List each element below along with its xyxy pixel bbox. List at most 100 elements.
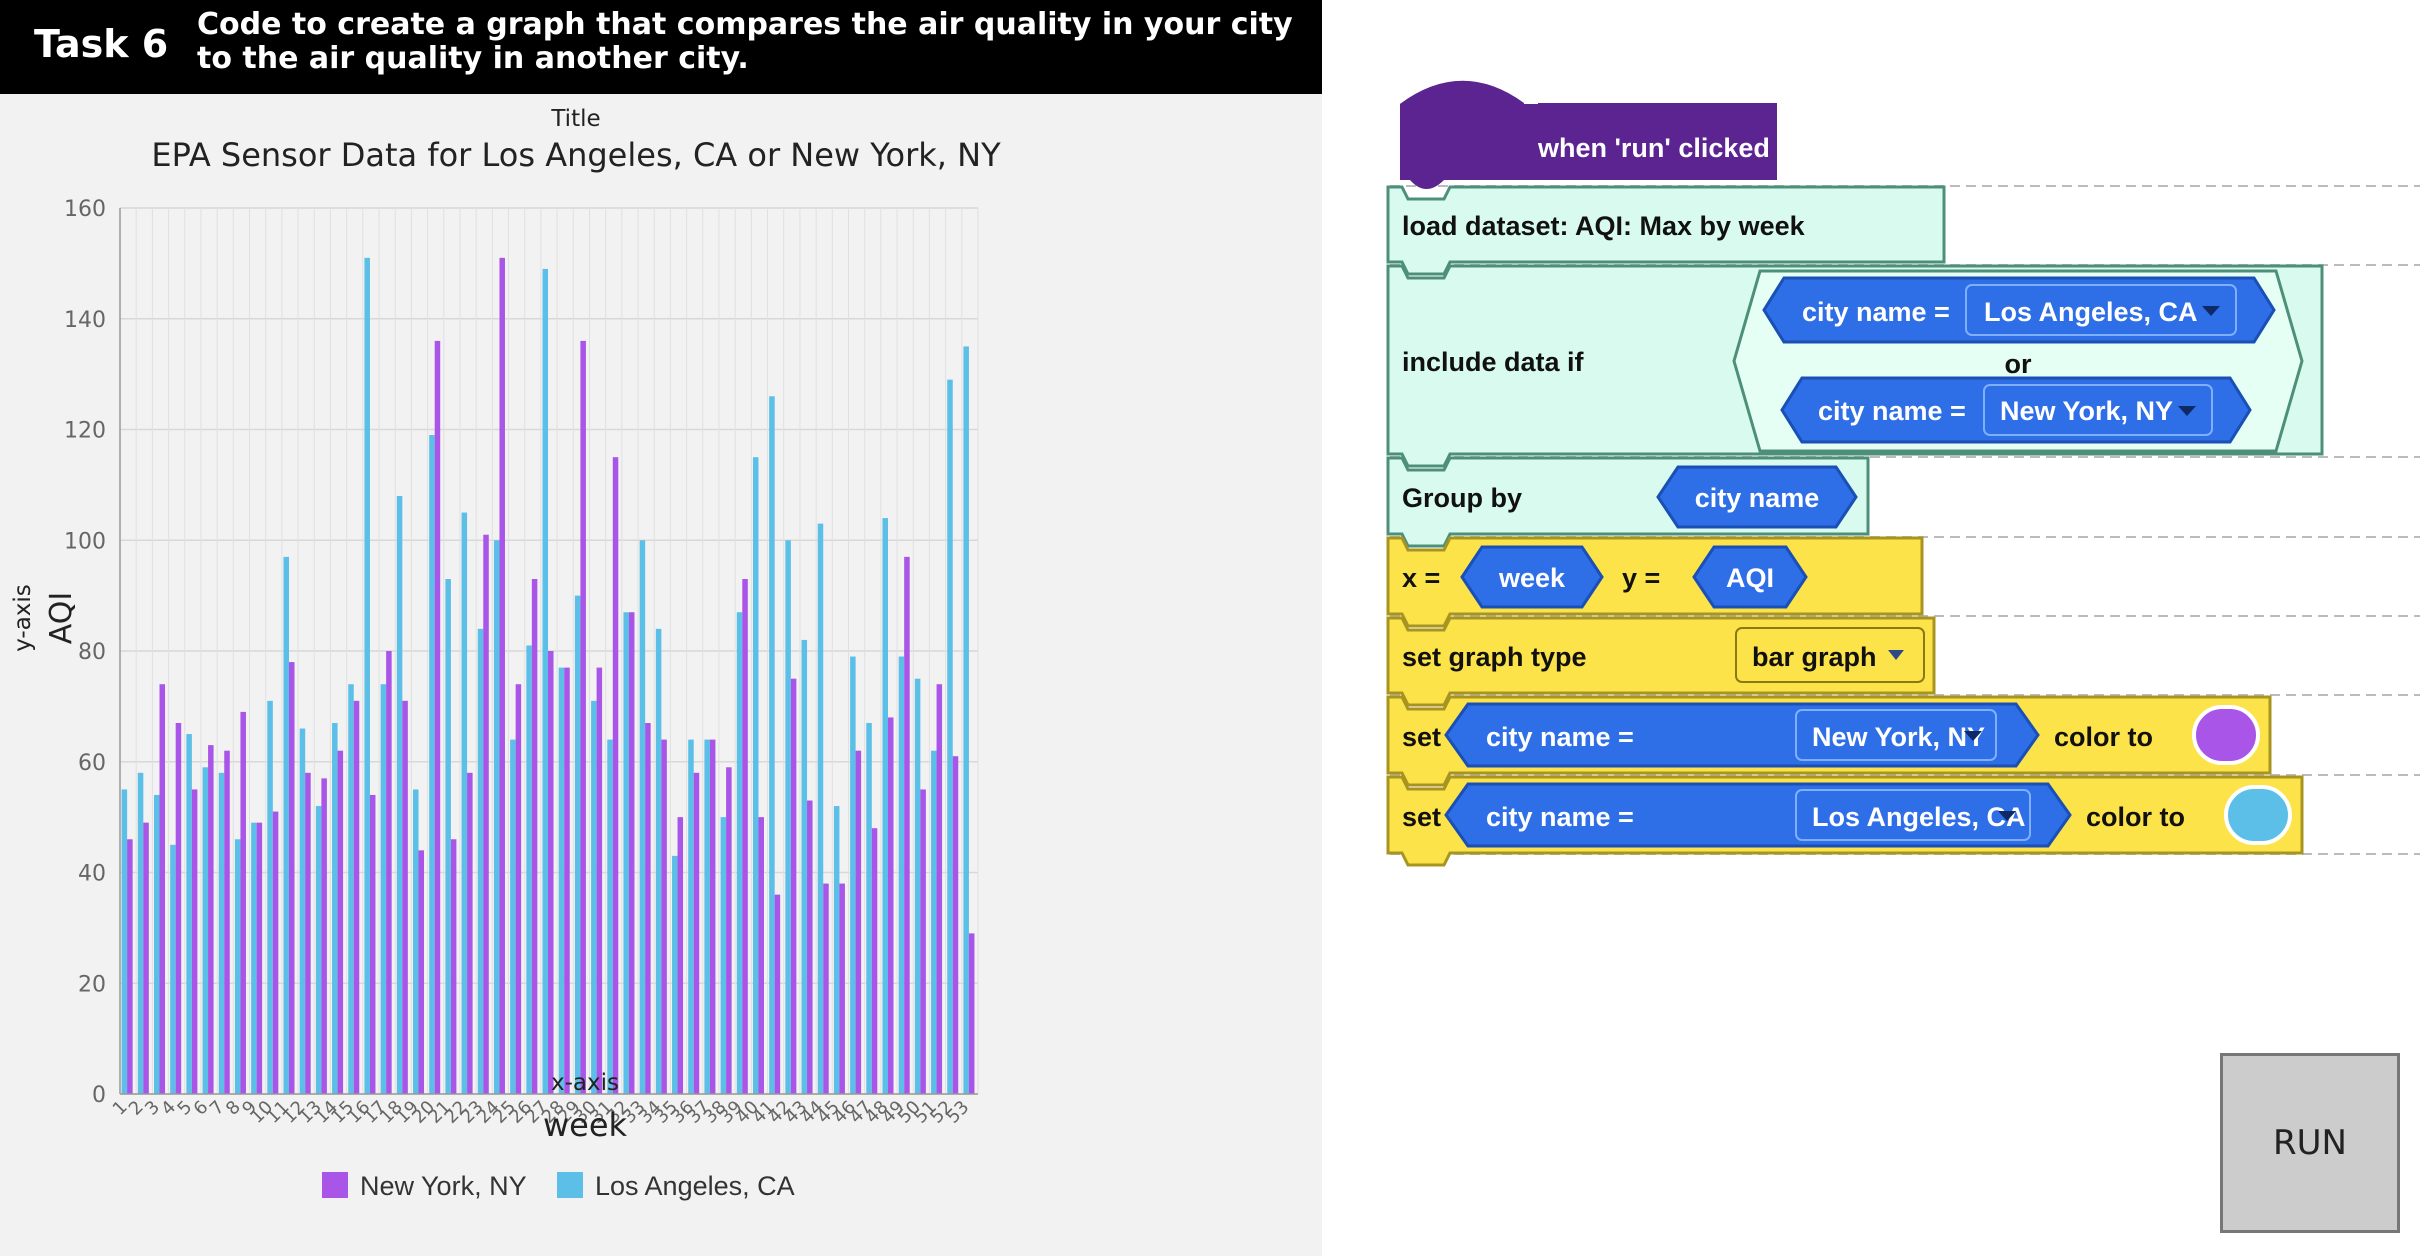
bar-new-york xyxy=(321,778,327,1094)
chart-legend: New York, NY Los Angeles, CA xyxy=(322,1171,795,1201)
bar-new-york xyxy=(499,257,505,1094)
bar-los-angeles xyxy=(801,639,808,1094)
y-tick-label: 160 xyxy=(64,197,106,222)
bar-los-angeles xyxy=(947,379,953,1095)
bar-los-angeles xyxy=(817,523,824,1094)
task-header: Task 6 Code to create a graph that compa… xyxy=(0,0,1322,94)
group-by-block[interactable]: Group by city name xyxy=(1386,456,1870,548)
bar-new-york xyxy=(337,750,344,1094)
bar-new-york xyxy=(628,612,635,1094)
la-color-swatch[interactable] xyxy=(2224,785,2292,845)
legend-label-la: Los Angeles, CA xyxy=(595,1171,795,1201)
y-tick-label: 40 xyxy=(78,862,106,887)
bar-los-angeles xyxy=(315,806,322,1094)
chart-bars xyxy=(121,257,975,1095)
run-button[interactable]: RUN xyxy=(2220,1053,2400,1233)
bar-new-york xyxy=(612,457,619,1094)
bar-new-york xyxy=(127,839,133,1094)
bar-los-angeles xyxy=(591,700,597,1094)
bar-new-york xyxy=(386,651,392,1094)
bar-new-york xyxy=(143,822,149,1094)
x-field-slot[interactable] xyxy=(1460,545,1604,609)
bar-new-york xyxy=(272,811,279,1094)
bar-new-york xyxy=(871,828,878,1094)
bar-los-angeles xyxy=(623,612,629,1094)
chevron-down-icon xyxy=(2202,306,2220,316)
set-ny-color-block[interactable]: set city name = New York, NY color to xyxy=(1386,695,2272,787)
chart-panel: Title EPA Sensor Data for Los Angeles, C… xyxy=(0,94,1322,1256)
chevron-down-icon xyxy=(2178,406,2196,416)
bar-los-angeles xyxy=(769,396,775,1094)
condition-la[interactable]: city name = Los Angeles, CA xyxy=(1762,276,2276,344)
bar-new-york xyxy=(450,839,457,1094)
legend-swatch-la xyxy=(557,1172,583,1198)
bar-los-angeles xyxy=(898,656,905,1094)
bar-new-york xyxy=(434,340,441,1094)
bar-los-angeles xyxy=(931,750,937,1094)
set-graph-type-block[interactable]: set graph type bar graph xyxy=(1386,616,1936,707)
bar-new-york xyxy=(952,756,959,1094)
bar-los-angeles xyxy=(882,518,888,1094)
bar-los-angeles xyxy=(785,540,791,1094)
city-dropdown-ny[interactable] xyxy=(1983,384,2213,436)
chevron-down-icon xyxy=(1888,650,1904,660)
graph-type-value: bar graph xyxy=(1752,642,1877,672)
y-field-slot[interactable] xyxy=(1692,545,1808,609)
la-city-dropdown-value: Los Angeles, CA xyxy=(1812,802,2026,832)
bar-los-angeles xyxy=(332,722,338,1094)
group-by-field-slot[interactable] xyxy=(1656,465,1858,529)
load-dataset-block[interactable]: load dataset: AQI: Max by week xyxy=(1386,185,1946,276)
bar-los-angeles xyxy=(688,739,694,1094)
condition-ny-field: city name = xyxy=(1818,396,1966,426)
y-tick-label: 60 xyxy=(78,751,106,776)
la-city-dropdown[interactable] xyxy=(1795,789,2031,841)
bar-los-angeles xyxy=(526,645,532,1094)
task-number: Task 6 xyxy=(34,22,169,66)
xy-block[interactable]: x = week y = AQI xyxy=(1386,536,1924,628)
bar-new-york xyxy=(774,894,781,1094)
set-graph-type-label: set graph type xyxy=(1402,642,1587,672)
bar-los-angeles xyxy=(672,855,678,1094)
y-field: AQI xyxy=(1726,563,1774,593)
x-axis-label: week xyxy=(543,1106,628,1144)
chart-grid xyxy=(119,207,979,1095)
city-dropdown-la[interactable] xyxy=(1965,284,2237,336)
bar-new-york xyxy=(369,794,376,1094)
legend-label-ny: New York, NY xyxy=(360,1171,527,1201)
bar-los-angeles xyxy=(850,656,856,1094)
bar-los-angeles xyxy=(267,700,273,1094)
bar-los-angeles xyxy=(251,822,257,1094)
ny-color-swatch[interactable] xyxy=(2192,705,2260,765)
condition-la-field: city name = xyxy=(1802,297,1950,327)
bar-new-york xyxy=(564,667,570,1094)
when-run-clicked-text: when 'run' clicked xyxy=(1537,133,1770,163)
bar-los-angeles xyxy=(655,628,662,1094)
bar-los-angeles xyxy=(380,684,387,1094)
chart-axes: 0204060801001201401601234567891011121314… xyxy=(64,197,978,1128)
bar-los-angeles xyxy=(299,728,306,1094)
bar-new-york xyxy=(224,750,230,1094)
bar-new-york xyxy=(256,822,263,1094)
chevron-down-icon xyxy=(1998,811,2016,821)
include-data-if-block[interactable]: include data if or city name = Los Angel… xyxy=(1386,264,2324,468)
y-tick-label: 20 xyxy=(78,972,106,997)
condition-ny[interactable]: city name = New York, NY xyxy=(1780,376,2252,444)
include-data-if-label: include data if xyxy=(1402,347,1585,377)
bar-los-angeles xyxy=(186,734,192,1094)
bar-new-york xyxy=(839,883,845,1094)
bar-new-york xyxy=(531,579,538,1094)
bar-new-york xyxy=(191,789,198,1094)
graph-type-dropdown[interactable] xyxy=(1735,627,1925,683)
bar-new-york xyxy=(289,662,295,1094)
bar-los-angeles xyxy=(558,667,565,1094)
bar-los-angeles xyxy=(170,844,176,1094)
bar-los-angeles xyxy=(607,739,613,1094)
bar-new-york xyxy=(515,684,522,1094)
ny-city-dropdown[interactable] xyxy=(1795,709,1997,761)
bar-new-york xyxy=(418,850,425,1094)
bar-new-york xyxy=(887,717,894,1094)
set-la-color-block[interactable]: set city name = Los Angeles, CA color to xyxy=(1386,775,2304,867)
city-dropdown-la-value: Los Angeles, CA xyxy=(1984,297,2198,327)
y-tick-label: 80 xyxy=(78,640,106,665)
bar-los-angeles xyxy=(396,495,403,1094)
